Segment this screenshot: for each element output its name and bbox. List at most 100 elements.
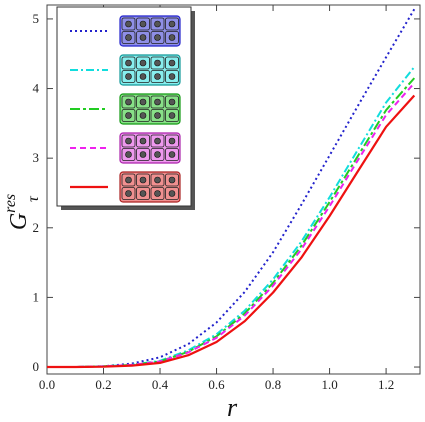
legend-icon-cell: [121, 187, 136, 200]
legend-icon-dot: [125, 137, 132, 145]
plot-frame: [46, 4, 421, 375]
y-tick-label: 2: [33, 220, 40, 235]
legend-icon-dot: [168, 190, 176, 197]
series-line-s5: [47, 94, 416, 369]
legend-icon-dot: [125, 34, 132, 41]
legend-icon-cell: [121, 56, 136, 70]
legend-icon-cell: [165, 70, 179, 83]
legend-icon-s3: [119, 93, 181, 125]
legend-icon-cell: [136, 70, 150, 83]
y-tick-label: 0: [33, 359, 40, 374]
legend-icon-cell: [136, 17, 150, 31]
legend-icon-dot: [125, 151, 132, 158]
legend-icon-cell: [165, 187, 179, 200]
legend-icon-cell: [165, 148, 179, 161]
legend-icon-s2: [119, 54, 181, 86]
legend-icon-cell: [150, 109, 165, 122]
legend-icon-cell: [165, 109, 179, 122]
legend-icon-cell: [136, 95, 150, 109]
legend-icon-dot: [139, 190, 147, 197]
legend-icon-cell: [150, 134, 165, 148]
legend-icon-dot: [154, 176, 161, 184]
legend-icon-cell: [121, 70, 136, 83]
legend-icon-dot: [154, 20, 161, 28]
legend-icon-cell: [165, 173, 179, 187]
legend-icon-dot: [125, 98, 132, 106]
legend-icon-dot: [125, 20, 132, 28]
legend-icon-dot: [168, 73, 176, 80]
legend-icon-cell: [150, 31, 165, 44]
legend-icon-dot: [139, 73, 147, 80]
legend-icon-cell: [150, 56, 165, 70]
legend-icon-cell: [121, 17, 136, 31]
legend-icon-dot: [168, 112, 176, 119]
legend-icon-dot: [154, 190, 161, 197]
y-tick-label: 5: [33, 11, 40, 26]
legend-icon-dot: [125, 176, 132, 184]
legend-icon-cell: [121, 173, 136, 187]
x-tick-label: 0.6: [208, 377, 225, 392]
legend-icon-dot: [139, 176, 147, 184]
legend-icon-cell: [150, 17, 165, 31]
legend-icon-cell: [136, 31, 150, 44]
legend-icon-dot: [125, 190, 132, 197]
legend-icon-cell: [136, 173, 150, 187]
y-axis-title-main: G: [6, 213, 32, 230]
legend-icon-s5: [119, 171, 181, 203]
series-line-s2: [47, 66, 416, 368]
legend-icon-s1: [119, 15, 181, 47]
y-tick-label: 1: [33, 289, 40, 304]
y-axis-title: Gres τ: [2, 194, 42, 230]
legend-icon-dot: [168, 20, 176, 28]
y-axis-title-sub: τ: [25, 195, 42, 202]
legend-icon-cell: [136, 187, 150, 200]
legend: [56, 6, 195, 210]
legend-icon-dot: [168, 98, 176, 106]
legend-icon-dot: [125, 73, 132, 80]
legend-icon-cell: [165, 95, 179, 109]
legend-icon-cell: [150, 187, 165, 200]
legend-icon-dot: [125, 112, 132, 119]
legend-icon-cell: [136, 56, 150, 70]
legend-icon-dot: [168, 176, 176, 184]
y-tick-label: 4: [33, 81, 40, 96]
legend-icon-dot: [154, 73, 161, 80]
legend-icon-dot: [139, 112, 147, 119]
legend-icon-cell: [136, 109, 150, 122]
legend-icon-dot: [139, 137, 147, 145]
legend-icon-dot: [168, 151, 176, 158]
legend-icon-cell: [121, 95, 136, 109]
legend-icon-dot: [139, 151, 147, 158]
legend-icon-dot: [168, 59, 176, 67]
legend-icon-dot: [139, 34, 147, 41]
legend-icon-cell: [121, 134, 136, 148]
legend-icon-cell: [136, 148, 150, 161]
legend-icon-cell: [165, 134, 179, 148]
legend-icon-dot: [168, 137, 176, 145]
legend-icon-dot: [168, 34, 176, 41]
legend-icon-cell: [150, 173, 165, 187]
x-tick-label: 0.0: [39, 377, 55, 392]
svg-text:Gres: Gres: [2, 194, 32, 230]
x-tick-label: 1.2: [378, 377, 394, 392]
legend-icon-dot: [154, 112, 161, 119]
legend-icon-cell: [121, 31, 136, 44]
axis-ticks: 0.0 0.2 0.4 0.6 0.8 1.0 1.2 0 1 2 3 4 5: [33, 5, 420, 392]
legend-icon-s4: [119, 132, 181, 164]
legend-icon-dot: [139, 98, 147, 106]
x-tick-label: 0.2: [95, 377, 111, 392]
legend-icon-cell: [165, 31, 179, 44]
x-tick-label: 1.0: [321, 377, 337, 392]
legend-icon-cell: [165, 17, 179, 31]
legend-icon-dot: [154, 151, 161, 158]
legend-icon-cell: [150, 148, 165, 161]
y-axis-title-sup: res: [2, 194, 19, 213]
y-tick-label: 3: [33, 150, 40, 165]
x-tick-label: 0.4: [152, 377, 169, 392]
legend-icon-dot: [154, 59, 161, 67]
legend-icon-cell: [150, 70, 165, 83]
legend-icon-cell: [121, 148, 136, 161]
legend-icon-dot: [125, 59, 132, 67]
x-axis-title: r: [227, 393, 238, 422]
